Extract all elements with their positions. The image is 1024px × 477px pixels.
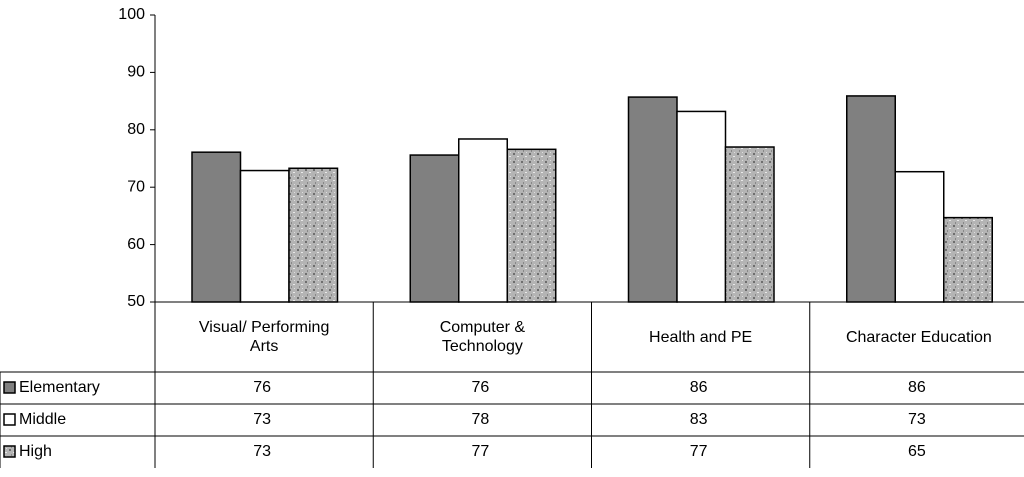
bar bbox=[506, 148, 557, 303]
legend-label: Elementary bbox=[19, 379, 100, 396]
y-tick-label: 70 bbox=[127, 178, 145, 195]
table-value: 73 bbox=[253, 411, 271, 428]
table-value: 65 bbox=[908, 443, 926, 460]
bar bbox=[846, 95, 896, 303]
table-value: 86 bbox=[908, 379, 926, 396]
bar bbox=[409, 154, 460, 303]
table-value: 76 bbox=[253, 379, 271, 396]
x-tick-label: Character Education bbox=[845, 328, 992, 346]
table-value: 76 bbox=[471, 379, 489, 396]
x-tick-label: Computer & Technology bbox=[439, 319, 526, 355]
table-value: 73 bbox=[908, 411, 926, 428]
bar bbox=[458, 138, 508, 303]
legend-label: Middle bbox=[19, 411, 66, 428]
table-value: 83 bbox=[690, 411, 708, 428]
y-tick-label: 80 bbox=[127, 121, 145, 138]
y-tick-label: 50 bbox=[127, 293, 145, 310]
table-value: 78 bbox=[471, 411, 489, 428]
legend-label: High bbox=[19, 443, 52, 460]
bar bbox=[191, 151, 242, 303]
bar bbox=[627, 96, 678, 303]
y-tick-label: 100 bbox=[118, 6, 145, 23]
bar bbox=[894, 170, 945, 303]
legend-key bbox=[3, 381, 16, 394]
table-value: 73 bbox=[253, 443, 271, 460]
bar bbox=[239, 169, 290, 303]
legend-key bbox=[3, 445, 16, 458]
legend-key bbox=[3, 413, 16, 426]
bar bbox=[943, 216, 993, 303]
y-tick-label: 60 bbox=[127, 236, 145, 253]
y-tick-label: 90 bbox=[127, 64, 145, 81]
table-value: 77 bbox=[690, 443, 708, 460]
x-tick-label: Health and PE bbox=[649, 328, 753, 346]
table-value: 86 bbox=[690, 379, 708, 396]
x-tick-label: Visual/ Performing Arts bbox=[198, 319, 330, 355]
bar bbox=[676, 110, 727, 303]
table-value: 77 bbox=[471, 443, 489, 460]
bar bbox=[724, 146, 775, 303]
bar bbox=[288, 167, 339, 303]
